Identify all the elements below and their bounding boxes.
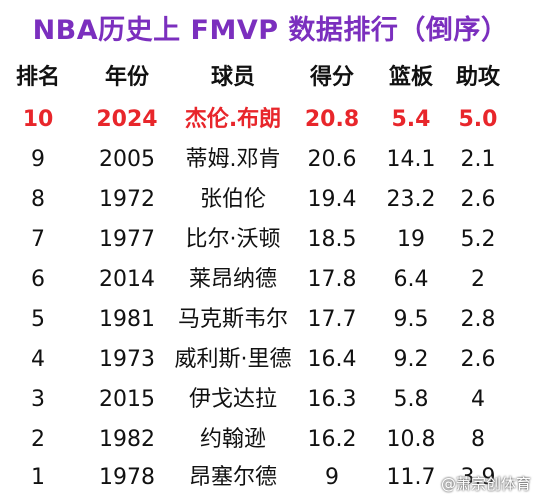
table-row: 5 1981 马克斯韦尔 17.7 9.5 2.8 — [0, 300, 541, 340]
cell-rank: 4 — [31, 347, 45, 372]
cell-rebounds: 19 — [397, 227, 425, 252]
cell-assists: 2 — [471, 267, 485, 292]
cell-rebounds: 23.2 — [386, 187, 436, 212]
cell-points: 16.4 — [307, 347, 357, 372]
cell-assists: 2.6 — [460, 347, 496, 372]
table-header: 排名 年份 球员 得分 篮板 助攻 — [0, 58, 541, 98]
page-title: NBA历史上 FMVP 数据排行（倒序） — [32, 15, 509, 46]
cell-player: 蒂姆.邓肯 — [185, 147, 281, 172]
cell-year: 1977 — [99, 227, 155, 252]
cell-player: 马克斯韦尔 — [177, 307, 288, 332]
cell-player: 杰伦.布朗 — [184, 107, 282, 132]
table-row: 7 1977 比尔·沃顿 18.5 19 5.2 — [0, 220, 541, 260]
cell-points: 20.6 — [307, 147, 357, 172]
table-row: 6 2014 莱昂纳德 17.8 6.4 2 — [0, 260, 541, 300]
cell-rebounds: 5.8 — [393, 387, 429, 412]
header-rebounds: 篮板 — [388, 65, 433, 90]
cell-rank: 10 — [22, 107, 54, 132]
cell-rebounds: 11.7 — [386, 465, 436, 490]
cell-player: 昂塞尔德 — [188, 465, 277, 490]
table-row: 4 1973 威利斯·里德 16.4 9.2 2.6 — [0, 340, 541, 380]
table-row: 8 1972 张伯伦 19.4 23.2 2.6 — [0, 180, 541, 220]
watermark: @萧宗创体育 — [440, 475, 531, 493]
cell-rank: 1 — [31, 465, 45, 490]
cell-rank: 7 — [31, 227, 45, 252]
cell-year: 1982 — [99, 427, 155, 452]
cell-year: 2014 — [99, 267, 155, 292]
table-row: 2 1982 约翰逊 16.2 10.8 8 — [0, 420, 541, 460]
cell-player: 约翰逊 — [199, 427, 266, 452]
header-assists: 助攻 — [455, 65, 500, 90]
cell-assists: 2.1 — [460, 147, 496, 172]
cell-player: 张伯伦 — [199, 187, 266, 212]
cell-rank: 9 — [31, 147, 45, 172]
cell-year: 1978 — [99, 465, 155, 490]
cell-rank: 3 — [31, 387, 45, 412]
header-year: 年份 — [104, 65, 149, 90]
cell-rebounds: 10.8 — [386, 427, 436, 452]
cell-year: 1981 — [99, 307, 155, 332]
cell-assists: 8 — [471, 427, 485, 452]
cell-points: 17.8 — [307, 267, 357, 292]
cell-player: 威利斯·里德 — [174, 347, 292, 372]
table-row: 1 1978 昂塞尔德 9 11.7 3.9 — [0, 458, 541, 498]
cell-rank: 8 — [31, 187, 45, 212]
cell-rebounds: 9.2 — [393, 347, 429, 372]
cell-assists: 4 — [471, 387, 485, 412]
cell-year: 2005 — [99, 147, 155, 172]
header-points: 得分 — [309, 65, 354, 90]
table-row: 3 2015 伊戈达拉 16.3 5.8 4 — [0, 380, 541, 420]
cell-assists: 5.0 — [458, 107, 498, 132]
cell-rank: 6 — [31, 267, 45, 292]
cell-year: 1972 — [99, 187, 155, 212]
cell-points: 16.2 — [307, 427, 357, 452]
cell-rebounds: 14.1 — [386, 147, 436, 172]
cell-assists: 2.8 — [460, 307, 496, 332]
cell-points: 17.7 — [307, 307, 357, 332]
cell-assists: 3.9 — [460, 465, 496, 490]
cell-year: 1973 — [99, 347, 155, 372]
header-player: 球员 — [210, 65, 255, 90]
table-row-highlighted: 10 2024 杰伦.布朗 20.8 5.4 5.0 — [0, 100, 541, 140]
cell-points: 18.5 — [307, 227, 357, 252]
cell-year: 2024 — [96, 107, 158, 132]
table-row: 9 2005 蒂姆.邓肯 20.6 14.1 2.1 — [0, 140, 541, 180]
cell-points: 16.3 — [307, 387, 357, 412]
cell-rank: 5 — [31, 307, 45, 332]
cell-player: 比尔·沃顿 — [185, 227, 281, 252]
cell-player: 伊戈达拉 — [188, 387, 277, 412]
cell-assists: 5.2 — [460, 227, 496, 252]
cell-rebounds: 9.5 — [393, 307, 429, 332]
cell-points: 20.8 — [304, 107, 360, 132]
cell-points: 9 — [325, 465, 339, 490]
cell-assists: 2.6 — [460, 187, 496, 212]
cell-year: 2015 — [99, 387, 155, 412]
cell-player: 莱昂纳德 — [188, 267, 277, 292]
cell-rank: 2 — [31, 427, 45, 452]
cell-rebounds: 6.4 — [393, 267, 429, 292]
cell-points: 19.4 — [307, 187, 357, 212]
header-rank: 排名 — [15, 65, 60, 90]
cell-rebounds: 5.4 — [391, 107, 431, 132]
